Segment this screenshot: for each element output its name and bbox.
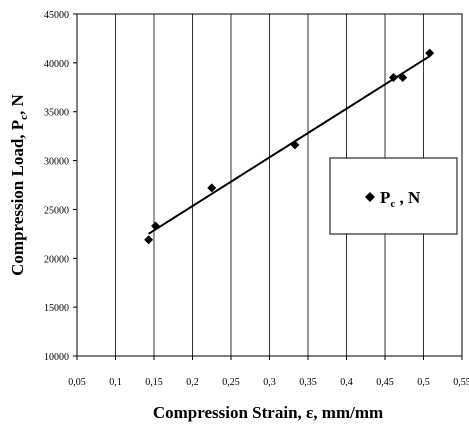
y-tick-label: 10000 — [44, 352, 69, 363]
data-points — [144, 48, 435, 245]
data-point — [425, 48, 435, 58]
x-tick-label: 0,45 — [376, 377, 394, 388]
x-tick-label: 0,05 — [68, 377, 86, 388]
x-tick-label: 0,35 — [299, 377, 317, 388]
data-point — [144, 235, 154, 245]
x-tick-label: 0,2 — [186, 377, 199, 388]
x-tick-label: 0,3 — [263, 377, 276, 388]
data-point — [388, 73, 398, 83]
x-tick-label: 0,4 — [340, 377, 353, 388]
x-tick-label: 0,25 — [222, 377, 240, 388]
x-axis-title: Compression Strain, ε, mm/mm — [153, 403, 383, 422]
y-axis-title: Compression Load, Pc, N — [8, 93, 30, 275]
x-axis-ticks: 0,05 0,1 0,15 0,2 0,25 0,3 0,35 0,4 0,45 0,5 0,55 — [68, 356, 469, 388]
legend-box — [329, 157, 458, 235]
y-tick-label: 25000 — [44, 205, 69, 216]
y-tick-label: 20000 — [44, 254, 69, 265]
x-tick-label: 0,15 — [145, 377, 163, 388]
x-tick-label: 0,55 — [453, 377, 469, 388]
y-axis-ticks: 10000 15000 20000 25000 30000 35000 40000 45000 — [44, 10, 77, 363]
data-point — [151, 221, 161, 231]
legend-label: Pc , N — [380, 188, 421, 210]
data-point — [290, 140, 300, 150]
y-tick-label: 35000 — [44, 108, 69, 119]
y-tick-label: 30000 — [44, 157, 69, 168]
x-tick-label: 0,5 — [417, 377, 430, 388]
legend-marker — [365, 192, 375, 202]
trendline — [148, 55, 431, 235]
x-tick-label: 0,1 — [109, 377, 122, 388]
y-tick-label: 15000 — [44, 303, 69, 314]
y-tick-label: 45000 — [44, 10, 69, 21]
data-point — [398, 73, 408, 83]
legend: Pc , N — [329, 157, 458, 235]
data-point — [207, 183, 217, 193]
y-tick-label: 40000 — [44, 59, 69, 70]
